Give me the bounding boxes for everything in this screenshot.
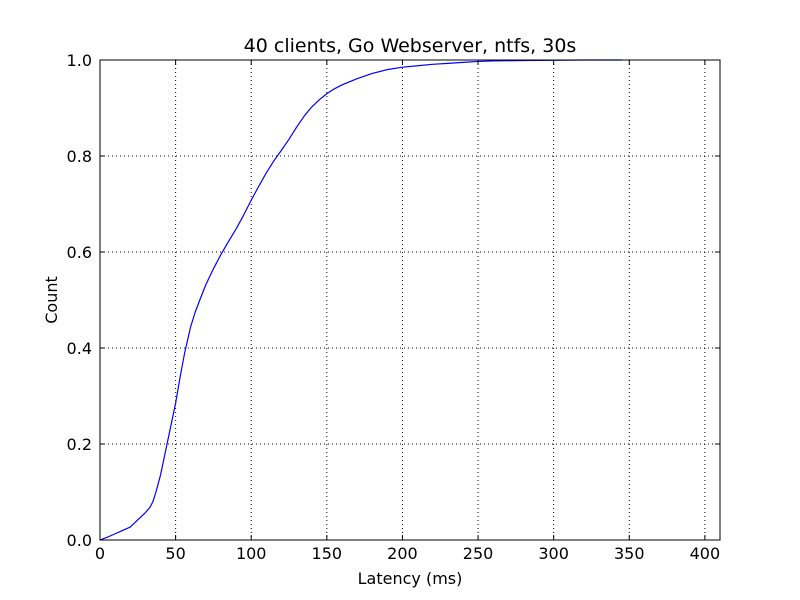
series-line [99, 59, 622, 541]
x-tick-labels: 0 50 100 150 200 250 300 350 400 [95, 544, 720, 563]
tick-marks [99, 59, 720, 541]
x-tick-label: 100 [236, 544, 267, 563]
y-tick-label: 0.4 [67, 339, 92, 358]
y-tick-label: 0.6 [67, 243, 92, 262]
x-tick-label: 350 [614, 544, 645, 563]
y-tick-label: 1.0 [67, 51, 92, 70]
x-axis-title: Latency (ms) [358, 569, 463, 588]
y-tick-label: 0.0 [67, 531, 92, 550]
grid-lines [100, 60, 720, 540]
x-tick-label: 250 [463, 544, 494, 563]
y-tick-label: 0.2 [67, 435, 92, 454]
x-tick-label: 0 [95, 544, 105, 563]
plot-frame [99, 59, 721, 541]
x-tick-label: 400 [690, 544, 721, 563]
x-tick-label: 300 [538, 544, 569, 563]
series-layer [99, 59, 622, 541]
chart-title: 40 clients, Go Webserver, ntfs, 30s [244, 35, 577, 57]
x-tick-label: 150 [312, 544, 343, 563]
x-tick-label: 50 [165, 544, 185, 563]
x-tick-label: 200 [387, 544, 418, 563]
y-tick-label: 0.8 [67, 147, 92, 166]
y-axis-title: Count [42, 276, 61, 324]
y-tick-labels: 0.0 0.2 0.4 0.6 0.8 1.0 [67, 51, 92, 550]
